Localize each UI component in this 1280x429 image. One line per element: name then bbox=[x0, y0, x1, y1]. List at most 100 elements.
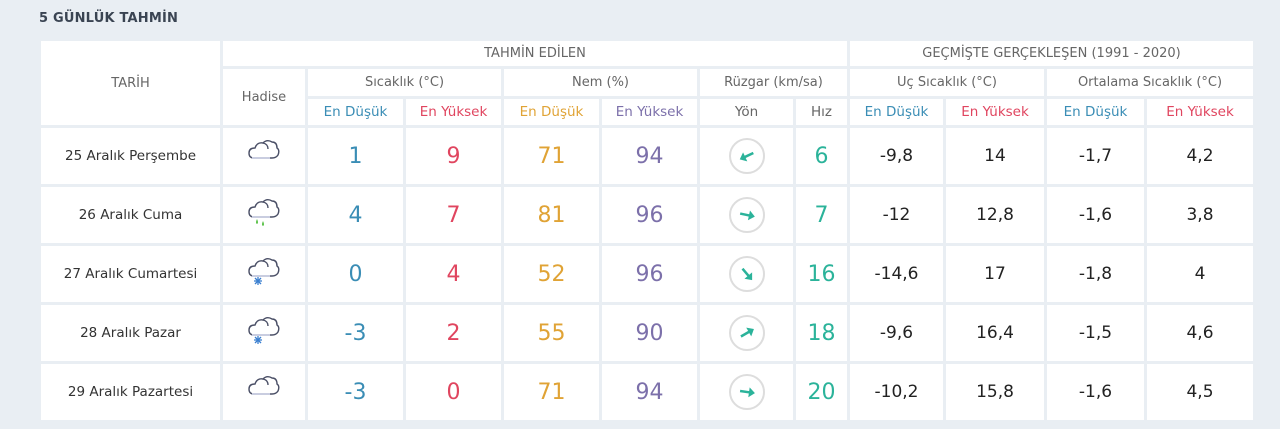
wind-direction bbox=[700, 128, 793, 184]
extreme-min: -9,6 bbox=[850, 305, 943, 361]
temp-min: -3 bbox=[308, 305, 403, 361]
header-event: Hadise bbox=[223, 69, 305, 125]
table-row: 26 Aralık Cuma 4 7 81 96 7 -12 12,8 -1,6… bbox=[41, 187, 1253, 243]
header-wind-speed: Hız bbox=[796, 99, 847, 125]
temp-max: 9 bbox=[406, 128, 501, 184]
humidity-max: 96 bbox=[602, 187, 697, 243]
snow-icon bbox=[248, 258, 280, 285]
temp-max: 2 bbox=[406, 305, 501, 361]
extreme-min: -9,8 bbox=[850, 128, 943, 184]
humidity-max: 94 bbox=[602, 128, 697, 184]
temp-max: 4 bbox=[406, 246, 501, 302]
temp-min: 4 bbox=[308, 187, 403, 243]
extreme-min: -12 bbox=[850, 187, 943, 243]
section-title: 5 GÜNLÜK TAHMİN bbox=[39, 11, 179, 26]
avg-max: 4,2 bbox=[1147, 128, 1253, 184]
wind-direction bbox=[700, 187, 793, 243]
extreme-max: 14 bbox=[946, 128, 1044, 184]
extreme-max: 16,4 bbox=[946, 305, 1044, 361]
header-avg-temp: Ortalama Sıcaklık (°C) bbox=[1047, 69, 1253, 96]
wind-speed: 20 bbox=[796, 364, 847, 420]
avg-min: -1,5 bbox=[1047, 305, 1144, 361]
header-date: TARİH bbox=[41, 41, 220, 125]
temp-min: 1 bbox=[308, 128, 403, 184]
header-forecast: TAHMİN EDİLEN bbox=[223, 41, 847, 66]
temp-max: 7 bbox=[406, 187, 501, 243]
header-ext-min: En Düşük bbox=[850, 99, 943, 125]
avg-min: -1,6 bbox=[1047, 187, 1144, 243]
compass bbox=[728, 315, 765, 351]
wind-speed: 6 bbox=[796, 128, 847, 184]
event-cell bbox=[223, 246, 305, 302]
rain-icon bbox=[248, 199, 280, 226]
humidity-max: 90 bbox=[602, 305, 697, 361]
wind-direction bbox=[700, 246, 793, 302]
date-cell: 28 Aralık Pazar bbox=[41, 305, 220, 361]
humidity-min: 55 bbox=[504, 305, 599, 361]
snow-icon bbox=[248, 317, 280, 344]
avg-max: 4,6 bbox=[1147, 305, 1253, 361]
header-humidity: Nem (%) bbox=[504, 69, 697, 96]
avg-min: -1,8 bbox=[1047, 246, 1144, 302]
wind-arrow-icon bbox=[739, 387, 755, 398]
compass bbox=[728, 138, 765, 174]
header-temp-max: En Yüksek bbox=[406, 99, 501, 125]
wind-speed: 16 bbox=[796, 246, 847, 302]
wind-arrow-icon bbox=[739, 210, 755, 221]
header-avg-min: En Düşük bbox=[1047, 99, 1144, 125]
temp-max: 0 bbox=[406, 364, 501, 420]
date-cell: 29 Aralık Pazartesi bbox=[41, 364, 220, 420]
header-hum-min: En Düşük bbox=[504, 99, 599, 125]
header-temp: Sıcaklık (°C) bbox=[308, 69, 501, 96]
cloudy-icon bbox=[248, 140, 280, 159]
extreme-max: 15,8 bbox=[946, 364, 1044, 420]
avg-max: 3,8 bbox=[1147, 187, 1253, 243]
event-cell bbox=[223, 128, 305, 184]
wind-arrow-icon bbox=[739, 327, 754, 338]
cloudy-icon bbox=[248, 376, 280, 395]
humidity-min: 71 bbox=[504, 364, 599, 420]
extreme-max: 12,8 bbox=[946, 187, 1044, 243]
extreme-min: -10,2 bbox=[850, 364, 943, 420]
date-cell: 27 Aralık Cumartesi bbox=[41, 246, 220, 302]
humidity-min: 81 bbox=[504, 187, 599, 243]
avg-min: -1,7 bbox=[1047, 128, 1144, 184]
humidity-max: 94 bbox=[602, 364, 697, 420]
table-row: 29 Aralık Pazartesi -3 0 71 94 20 -10,2 … bbox=[41, 364, 1253, 420]
event-cell bbox=[223, 187, 305, 243]
avg-max: 4,5 bbox=[1147, 364, 1253, 420]
header-temp-min: En Düşük bbox=[308, 99, 403, 125]
avg-min: -1,6 bbox=[1047, 364, 1144, 420]
date-cell: 25 Aralık Perşembe bbox=[41, 128, 220, 184]
wind-direction bbox=[700, 305, 793, 361]
humidity-max: 96 bbox=[602, 246, 697, 302]
extreme-max: 17 bbox=[946, 246, 1044, 302]
compass bbox=[728, 197, 765, 233]
compass bbox=[728, 256, 765, 292]
header-hum-max: En Yüksek bbox=[602, 99, 697, 125]
header-wind: Rüzgar (km/sa) bbox=[700, 69, 847, 96]
date-cell: 26 Aralık Cuma bbox=[41, 187, 220, 243]
header-extreme-temp: Uç Sıcaklık (°C) bbox=[850, 69, 1044, 96]
wind-speed: 18 bbox=[796, 305, 847, 361]
temp-min: 0 bbox=[308, 246, 403, 302]
avg-max: 4 bbox=[1147, 246, 1253, 302]
header-ext-max: En Yüksek bbox=[946, 99, 1044, 125]
extreme-min: -14,6 bbox=[850, 246, 943, 302]
humidity-min: 52 bbox=[504, 246, 599, 302]
header-avg-max: En Yüksek bbox=[1147, 99, 1253, 125]
wind-arrow-icon bbox=[741, 267, 752, 281]
table-row: 28 Aralık Pazar -3 2 55 90 18 -9,6 16,4 … bbox=[41, 305, 1253, 361]
header-history: GEÇMİŞTE GERÇEKLEŞEN (1991 - 2020) bbox=[850, 41, 1253, 66]
table-row: 25 Aralık Perşembe 1 9 71 94 6 -9,8 14 -… bbox=[41, 128, 1253, 184]
wind-speed: 7 bbox=[796, 187, 847, 243]
event-cell bbox=[223, 364, 305, 420]
table-row: 27 Aralık Cumartesi 0 4 52 96 16 -14,6 1… bbox=[41, 246, 1253, 302]
humidity-min: 71 bbox=[504, 128, 599, 184]
wind-direction bbox=[700, 364, 793, 420]
compass bbox=[728, 374, 765, 410]
temp-min: -3 bbox=[308, 364, 403, 420]
wind-arrow-icon bbox=[739, 151, 754, 162]
event-cell bbox=[223, 305, 305, 361]
forecast-table: TARİH TAHMİN EDİLEN GEÇMİŞTE GERÇEKLEŞEN… bbox=[38, 38, 1256, 423]
